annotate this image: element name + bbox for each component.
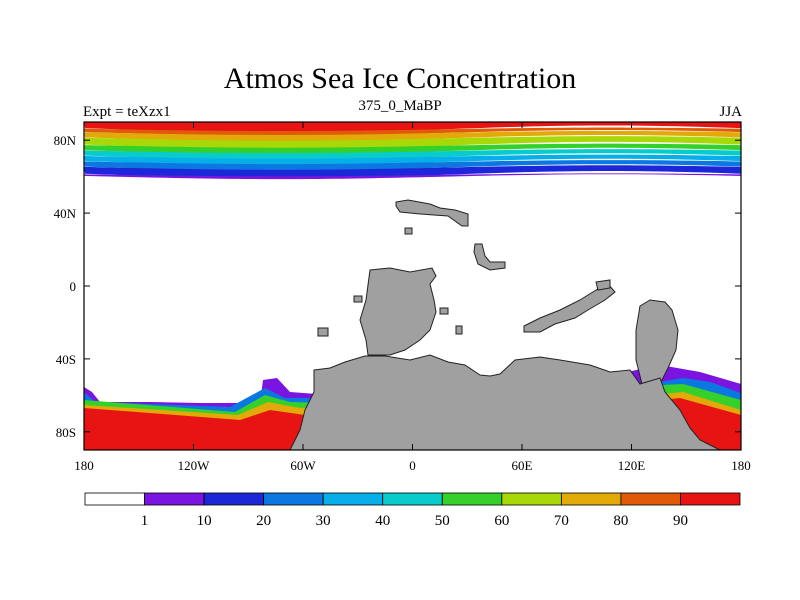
period-label: 375_0_MaBP [358,98,442,114]
colorbar-label: 50 [435,513,450,529]
experiment-label: Expt = teXzx1 [83,104,171,120]
north-ice-band-20 [84,160,741,171]
colorbar-label: 20 [256,513,271,529]
north-ice-band-30 [84,154,741,166]
west-small-islands-2 [353,295,363,303]
x-tick-label: 120W [178,458,211,473]
equatorial-island [595,279,611,291]
north-ice-band-40 [84,149,741,160]
north-ice-band-70 [84,130,741,142]
y-tick-label: 40N [54,206,77,221]
north-ice-band-1 [84,173,741,180]
axis-ticks: 180 120W 60W 0 60E 120E 180 80N 40N 0 40S 80S [54,122,751,473]
colorbar-label: 30 [316,513,331,529]
colorbar-swatch [501,492,562,506]
chart-title: Atmos Sea Ice Concentration [223,62,577,95]
colorbar-swatch [560,492,622,506]
colorbar-swatch [203,492,265,506]
colorbar-label: 1 [141,513,149,529]
y-tick-label: 40S [56,352,76,367]
colorbar-label: 80 [613,513,628,529]
season-label: JJA [719,104,742,120]
x-tick-label: 120E [618,458,646,473]
colorbar-swatch [322,492,384,506]
y-tick-label: 80N [54,133,77,148]
colorbar-swatch [144,492,205,506]
western-continent [359,267,437,356]
east-island-a [473,243,506,271]
y-tick-label: 80S [56,425,76,440]
x-tick-label: 180 [731,458,751,473]
northern-ice-bands [84,122,741,180]
north-ice-band-60 [84,136,741,150]
northern-landmass [395,199,469,227]
north-ice-band-50 [84,143,741,155]
land-masses [289,199,721,451]
x-tick-label: 180 [74,458,94,473]
colorbar-swatch [680,492,741,506]
colorbar-label: 90 [673,513,688,529]
north-ice-band-10 [84,165,741,179]
colorbar-label: 60 [494,513,509,529]
colorbar-swatch [620,492,681,506]
west-small-islands [317,327,329,337]
north-ice-band-80 [84,127,741,136]
small-island-north [404,227,413,235]
colorbar-swatch [84,492,145,506]
colorbar-swatch [263,492,324,506]
colorbar-label: 70 [554,513,569,529]
colorbar: 1 10 20 30 40 50 60 70 80 90 [84,492,741,529]
east-landmass-strip [523,283,616,333]
west-small-islands-4 [455,325,463,335]
x-tick-label: 60W [290,458,316,473]
colorbar-swatch [382,492,443,506]
x-tick-label: 60E [512,458,533,473]
y-tick-label: 0 [70,279,77,294]
colorbar-swatch [441,492,503,506]
colorbar-label: 40 [375,513,390,529]
east-peninsula [635,299,679,393]
west-small-islands-3 [439,307,449,315]
colorbar-label: 10 [197,513,212,529]
x-tick-label: 0 [409,458,416,473]
